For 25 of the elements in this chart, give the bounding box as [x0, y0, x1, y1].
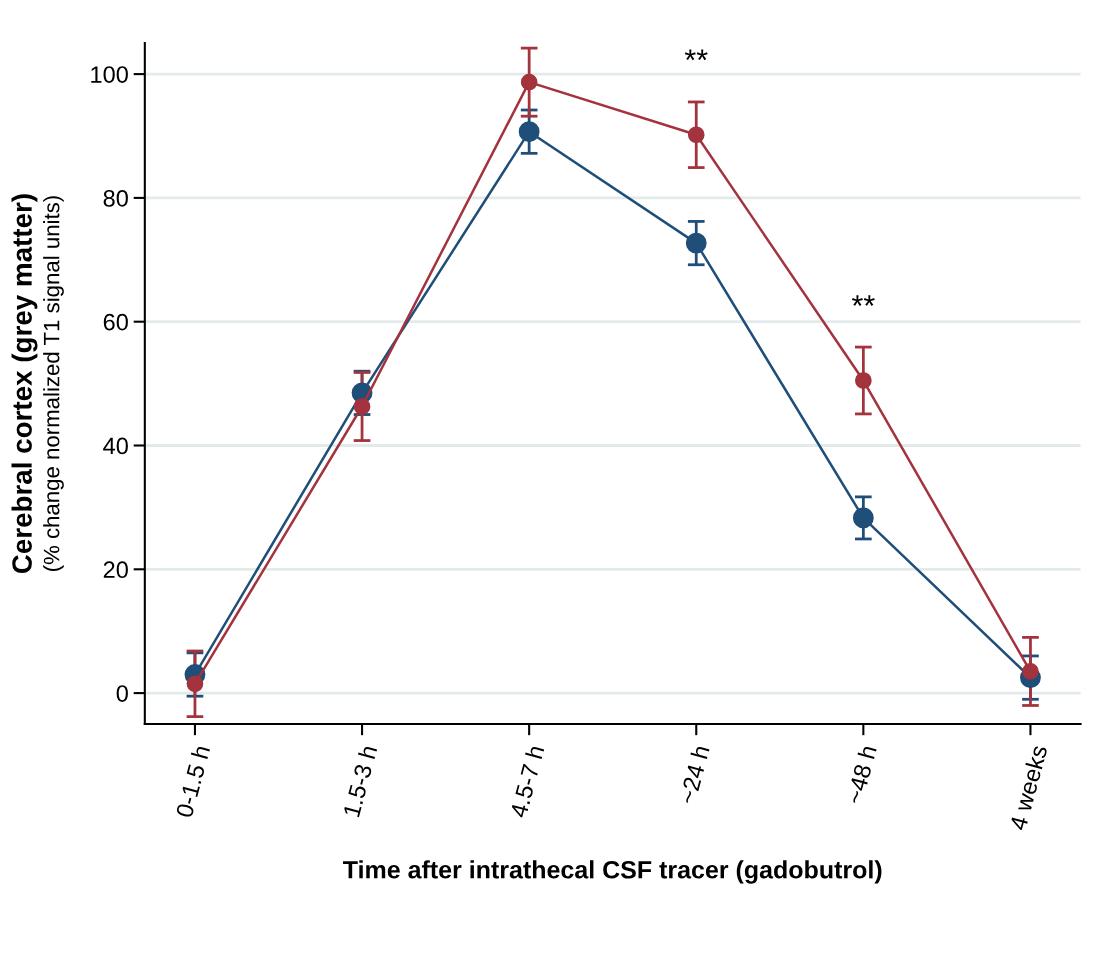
- x-tick-label: ~24 h: [678, 744, 710, 805]
- x-tick-label: 0-1.5 h: [175, 744, 211, 819]
- point: [353, 398, 371, 415]
- x-tick-label: 4 weeks: [1008, 744, 1048, 832]
- y-tick-label: 60: [103, 313, 128, 331]
- point: [685, 232, 707, 254]
- point: [518, 121, 540, 143]
- y-tick-label: 20: [103, 561, 128, 579]
- y-tick-label: 80: [103, 189, 128, 207]
- point: [1022, 663, 1039, 680]
- x-tick-label: 1.5-3 h: [342, 744, 378, 818]
- x-axis-title: Time after intrathecal CSF tracer (gadobutrol): [343, 860, 882, 884]
- y-tick-label: 0: [116, 685, 128, 702]
- y-axis-title: Cerebral cortex (grey matter) (% change normalized T1 signal units): [11, 194, 64, 574]
- x-tick-label: ~48 h: [845, 744, 877, 805]
- point: [855, 372, 872, 389]
- y-tick-label: 40: [103, 437, 128, 455]
- point: [687, 126, 705, 144]
- point: [520, 73, 538, 91]
- point: [852, 507, 874, 529]
- point: [186, 675, 204, 693]
- annotation: **: [851, 295, 875, 306]
- y-tick-label: 100: [91, 66, 128, 83]
- x-tick-label: 4.5-7 h: [509, 744, 545, 819]
- annotation: **: [684, 49, 708, 61]
